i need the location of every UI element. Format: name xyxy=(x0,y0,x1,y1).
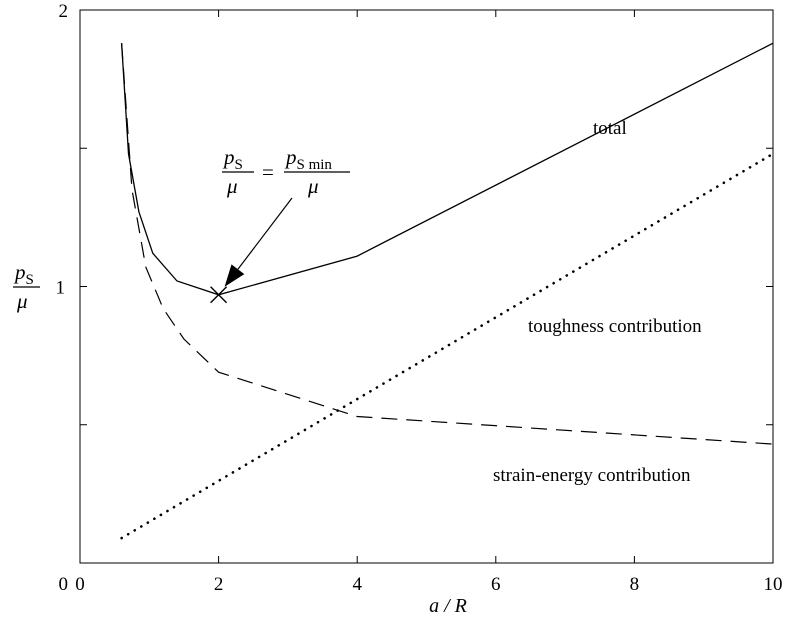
x-tick-label: 10 xyxy=(764,574,783,595)
x-tick-label: 6 xyxy=(491,574,501,595)
arrow-shaft xyxy=(237,197,293,270)
x-tick-label: 2 xyxy=(214,574,224,595)
y-tick-label: 2 xyxy=(59,1,69,22)
minimum-marker xyxy=(210,286,228,304)
series-layer xyxy=(120,42,775,540)
eq-left-numerator: pS xyxy=(222,145,243,173)
tick-labels: 0 2 4 6 8 10 0 1 2 xyxy=(56,1,783,595)
series-label-total: total xyxy=(593,118,627,139)
axis-ticks xyxy=(80,10,773,563)
y-title-numerator: pS xyxy=(13,260,34,288)
minimum-arrow xyxy=(224,197,293,287)
eq-left-denominator: μ xyxy=(226,174,238,198)
series-line-dashed xyxy=(121,43,774,445)
x-tick-label: 0 xyxy=(75,574,85,595)
y-axis-title: pS μ xyxy=(13,260,40,313)
x-tick-label: 8 xyxy=(630,574,640,595)
eq-equals: = xyxy=(262,160,274,184)
series-line-solid xyxy=(120,42,774,296)
eq-right-denominator: μ xyxy=(307,174,319,198)
x-axis-title: a / R xyxy=(429,595,467,617)
minimum-equation: pS μ = pS min μ xyxy=(222,145,350,198)
label-toughness: toughness contribution xyxy=(528,316,702,337)
series-line-dotted xyxy=(120,152,775,540)
y-tick-label: 0 xyxy=(59,574,69,595)
label-total-text: total xyxy=(593,118,627,139)
y-tick-label: 1 xyxy=(56,278,66,299)
x-tick-label: 4 xyxy=(352,574,362,595)
label-strain-energy: strain-energy contribution xyxy=(493,465,691,486)
eq-right-numerator: pS min xyxy=(284,145,332,173)
y-title-denominator: μ xyxy=(16,289,28,313)
arrow-head xyxy=(224,264,245,287)
minimum-marker-stroke xyxy=(210,286,228,304)
